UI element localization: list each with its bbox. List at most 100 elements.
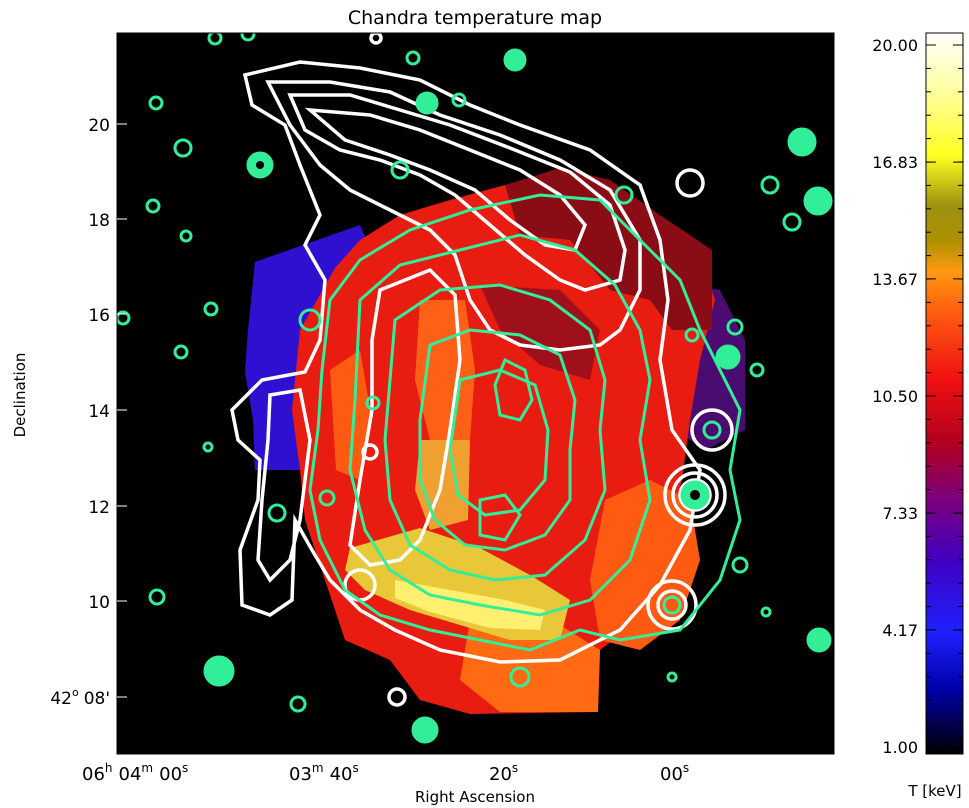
- colorbar-tick-label: 7.33: [882, 504, 918, 523]
- green-source: [411, 716, 439, 744]
- y-tick-label: 14: [88, 402, 110, 422]
- x-tick-s: 00: [660, 764, 683, 785]
- white-point-source-8: [369, 33, 383, 45]
- white-contour-outer: [230, 60, 702, 664]
- white-point-source-6: [361, 443, 379, 461]
- green-source: [690, 490, 700, 500]
- white-point-source-1c: [678, 478, 712, 512]
- y-tick-label: 12: [88, 498, 110, 518]
- colorbar-tick-label: 13.67: [872, 270, 918, 289]
- colorbar-tick-label: 10.50: [872, 387, 918, 406]
- x-tick-s: 40: [330, 764, 353, 785]
- x-tick-s-unit: s: [683, 761, 689, 775]
- y-tick-deg: 42: [50, 689, 72, 709]
- x-tick-s-unit: s: [182, 761, 188, 775]
- green-source: [203, 655, 235, 687]
- green-source: [684, 327, 700, 343]
- green-contour-4: [418, 328, 577, 552]
- white-contour-2: [265, 80, 642, 352]
- green-source: [749, 362, 765, 378]
- green-source: [267, 503, 287, 523]
- green-contour-2: [348, 233, 652, 617]
- green-source: [726, 318, 744, 336]
- green-source: [202, 441, 214, 453]
- green-contours: [308, 193, 742, 652]
- temperature-map: [117, 33, 834, 754]
- x-tick-m: 03: [289, 764, 312, 785]
- green-source: [731, 556, 749, 574]
- colorbar-ticks: [926, 44, 963, 748]
- y-tick-label: 18: [88, 211, 110, 231]
- green-source: [666, 671, 678, 683]
- x-tick-s-unit: s: [353, 761, 359, 775]
- white-point-source-3b: [656, 589, 688, 621]
- x-tick-label-0: 06h 04m 00s: [82, 761, 188, 785]
- y-tick-deg-sup: o: [72, 686, 79, 699]
- colorbar-tick-label: 16.83: [872, 153, 918, 172]
- green-source: [390, 160, 410, 180]
- green-source: [415, 91, 439, 115]
- y-tick-label: 10: [88, 593, 110, 613]
- x-tick-label-3: 00s: [660, 761, 689, 785]
- y-axis: 20 18 16 14 12 10 42o 08' Declination: [11, 116, 110, 709]
- x-tick-s: 20: [489, 764, 512, 785]
- white-contours: [230, 33, 734, 707]
- y-tick-label-deg: 42o 08': [50, 686, 110, 709]
- white-point-source-1: [663, 463, 727, 527]
- green-source: [760, 606, 772, 618]
- green-source: [318, 489, 336, 507]
- chart-title: Chandra temperature map: [348, 7, 602, 29]
- colorbar-gradient: [925, 32, 964, 755]
- y-axis-label: Declination: [11, 353, 29, 438]
- green-source: [760, 175, 780, 195]
- map-frame: [116, 32, 835, 755]
- green-contour-5: [448, 368, 550, 517]
- white-point-source-7: [387, 687, 407, 707]
- green-source: [509, 666, 531, 688]
- green-source: [256, 161, 264, 169]
- y-tick-label: 16: [88, 306, 110, 326]
- green-source: [148, 588, 166, 606]
- green-source: [715, 344, 741, 370]
- x-tick-h-unit: h: [105, 761, 113, 775]
- white-contour-6: [256, 387, 312, 583]
- green-source: [117, 310, 131, 326]
- y-tick-min: 08': [84, 689, 110, 709]
- colorbar-tick-label: 4.17: [882, 621, 918, 640]
- green-source: [803, 186, 833, 216]
- warm-patch-west: [330, 350, 372, 480]
- colorbar-tick-labels: 20.00 16.83 13.67 10.50 7.33 4.17 1.00: [872, 36, 918, 757]
- y-tick-marks: [117, 123, 127, 698]
- x-axis-label: Right Ascension: [415, 788, 535, 806]
- green-contour-core: [493, 357, 534, 422]
- hottest-crescent: [395, 580, 545, 630]
- green-contour-3: [383, 283, 607, 582]
- green-source: [806, 627, 832, 653]
- white-point-source-2: [690, 408, 734, 452]
- green-source: [662, 595, 682, 615]
- colorbar-tick-label: 20.00: [872, 36, 918, 55]
- white-contour-5: [348, 267, 462, 567]
- green-contour-core-2: [478, 493, 522, 542]
- green-source: [179, 229, 193, 243]
- white-point-source-1b: [671, 471, 719, 519]
- x-tick-h: 06: [82, 764, 105, 785]
- green-source: [173, 344, 189, 360]
- green-source: [240, 33, 256, 42]
- warm-patch-east: [590, 480, 700, 650]
- dark-red-region: [505, 168, 712, 330]
- dark-red-pocket: [480, 285, 600, 380]
- green-source: [145, 198, 161, 214]
- white-contour-3: [287, 93, 627, 292]
- x-tick-m-unit: m: [312, 761, 324, 775]
- y-tick-label: 20: [88, 116, 110, 136]
- green-contour-outer: [308, 193, 742, 652]
- x-tick-m-unit: m: [141, 761, 153, 775]
- green-source: [173, 138, 193, 158]
- white-point-source-3: [646, 579, 698, 631]
- green-source: [702, 420, 722, 440]
- green-source: [148, 95, 164, 111]
- x-tick-m: 04: [119, 764, 142, 785]
- x-tick-label-2: 20s: [489, 761, 518, 785]
- colorbar-label: T [keV]: [907, 782, 961, 800]
